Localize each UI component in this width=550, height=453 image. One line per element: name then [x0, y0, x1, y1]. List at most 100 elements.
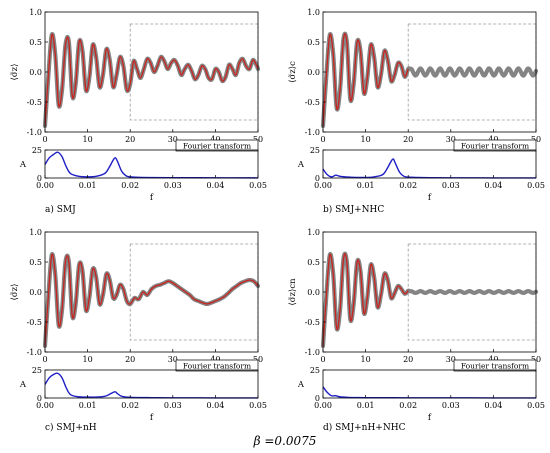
fourier-ylabel: A: [19, 160, 27, 170]
x-tick-label: 50: [253, 135, 263, 144]
x-tick-label: 0: [320, 135, 325, 144]
grey-envelope-line: [320, 31, 539, 129]
fourier-axes-frame: [44, 369, 259, 399]
y-tick-label: 1.0: [307, 8, 320, 17]
fourier-x-tick-label: 0.04: [484, 181, 502, 190]
main-ylabel: ⟨σ̃z⟩c: [287, 61, 298, 83]
fourier-label-box: [453, 359, 537, 372]
y-tick-label: 0.0: [307, 288, 320, 297]
fourier-x-tick-label: 0.00: [36, 181, 54, 190]
fourier-series-line: [44, 372, 259, 399]
fourier-x-tick-label: 0.05: [527, 181, 545, 190]
fourier-x-tick-label: 0.05: [249, 401, 267, 410]
fourier-x-tick-label: 0.02: [121, 181, 139, 190]
y-tick-label: -0.5: [305, 318, 320, 327]
fourier-x-tick-label: 0.03: [164, 181, 182, 190]
fourier-y-tick-label: 25: [310, 146, 320, 155]
fourier-x-tick-label: 0.02: [399, 401, 417, 410]
x-tick-label: 20: [403, 135, 413, 144]
fourier-xlabel: f: [428, 193, 432, 203]
x-tick-label: 0: [42, 135, 47, 144]
fourier-label: Fourier transform: [183, 362, 251, 371]
panel-0: 0 10 20 30 40 50 -1.0 -0.5 0.0 0.5 1.0 ⟨σ̃z⟩ Fourier…: [9, 8, 267, 215]
x-tick-label: 40: [210, 355, 220, 364]
x-tick-label: 50: [531, 135, 541, 144]
panel-1: 0 10 20 30 40 50 -1.0 -0.5 0.0 0.5 1.0 ⟨σ̃z⟩c Fourie…: [287, 8, 545, 215]
fourier-x-tick-label: 0.04: [206, 401, 224, 410]
y-tick-label: 0.5: [29, 38, 42, 47]
fourier-x-tick-label: 0.01: [357, 401, 375, 410]
x-tick-label: 0: [42, 355, 47, 364]
y-tick-label: 0.0: [29, 288, 42, 297]
fourier-xlabel: f: [150, 413, 154, 423]
y-tick-label: -1.0: [27, 348, 42, 357]
fourier-y-tick-label: 25: [310, 366, 320, 375]
grey-envelope-line: [42, 32, 261, 129]
fourier-x-tick-label: 0.02: [121, 401, 139, 410]
fourier-label-box: [175, 359, 259, 372]
fourier-label: Fourier transform: [461, 362, 529, 371]
y-tick-label: 1.0: [29, 8, 42, 17]
fourier-label-box: [175, 139, 259, 152]
x-tick-label: 50: [531, 355, 541, 364]
panel-caption: c) SMJ+nH: [45, 422, 97, 433]
y-tick-label: -0.5: [305, 98, 320, 107]
panel-caption: d) SMJ+nH+NHC: [323, 422, 406, 433]
grey-envelope-line: [320, 251, 539, 349]
x-tick-label: 10: [361, 355, 371, 364]
x-tick-label: 0: [320, 355, 325, 364]
x-tick-label: 40: [210, 135, 220, 144]
x-tick-label: 30: [446, 355, 456, 364]
y-tick-label: -1.0: [305, 128, 320, 137]
y-tick-label: 1.0: [307, 228, 320, 237]
fourier-x-tick-label: 0.00: [36, 401, 54, 410]
fourier-label: Fourier transform: [183, 142, 251, 151]
x-tick-label: 50: [253, 355, 263, 364]
panel-3: 0 10 20 30 40 50 -1.0 -0.5 0.0 0.5 1.0 ⟨σ̃z⟩cn Fouri…: [287, 228, 545, 433]
figure-caption: β =0.0075: [253, 434, 317, 448]
main-ylabel: ⟨σ̃z⟩cn: [287, 278, 298, 306]
y-tick-label: -0.5: [27, 98, 42, 107]
fourier-series-line: [322, 386, 537, 399]
y-tick-label: -1.0: [27, 128, 42, 137]
y-tick-label: 1.0: [29, 228, 42, 237]
main-ylabel: ⟨σ̃z⟩: [9, 284, 20, 301]
x-tick-label: 40: [488, 135, 498, 144]
x-tick-label: 10: [361, 135, 371, 144]
fourier-x-tick-label: 0.01: [79, 181, 97, 190]
fourier-y-tick-label: 0: [315, 174, 320, 183]
panel-caption: b) SMJ+NHC: [323, 204, 384, 215]
fourier-y-tick-label: 0: [315, 394, 320, 403]
fourier-label-box: [453, 139, 537, 152]
x-tick-label: 30: [446, 135, 456, 144]
fourier-ylabel: A: [297, 380, 305, 390]
fourier-axes-frame: [322, 369, 537, 399]
red-series-line: [322, 253, 409, 347]
red-series-line: [322, 33, 409, 127]
x-tick-label: 10: [83, 135, 93, 144]
y-tick-label: -0.5: [27, 318, 42, 327]
fourier-ylabel: A: [19, 380, 27, 390]
grey-envelope-line: [42, 252, 261, 349]
fourier-series-line: [44, 151, 259, 179]
x-tick-label: 30: [168, 135, 178, 144]
fourier-x-tick-label: 0.03: [442, 401, 460, 410]
fourier-y-tick-label: 0: [37, 394, 42, 403]
fourier-label: Fourier transform: [461, 142, 529, 151]
fourier-axes-frame: [322, 149, 537, 179]
fourier-xlabel: f: [428, 413, 432, 423]
fourier-axes-frame: [44, 149, 259, 179]
red-series-line: [44, 33, 259, 127]
fourier-x-tick-label: 0.04: [206, 181, 224, 190]
x-tick-label: 10: [83, 355, 93, 364]
fourier-x-tick-label: 0.03: [164, 401, 182, 410]
red-series-line: [44, 253, 259, 347]
fourier-y-tick-label: 25: [32, 146, 42, 155]
fourier-xlabel: f: [150, 193, 154, 203]
fourier-x-tick-label: 0.05: [249, 181, 267, 190]
fourier-x-tick-label: 0.05: [527, 401, 545, 410]
fourier-x-tick-label: 0.01: [357, 181, 375, 190]
x-tick-label: 30: [168, 355, 178, 364]
fourier-x-tick-label: 0.01: [79, 401, 97, 410]
